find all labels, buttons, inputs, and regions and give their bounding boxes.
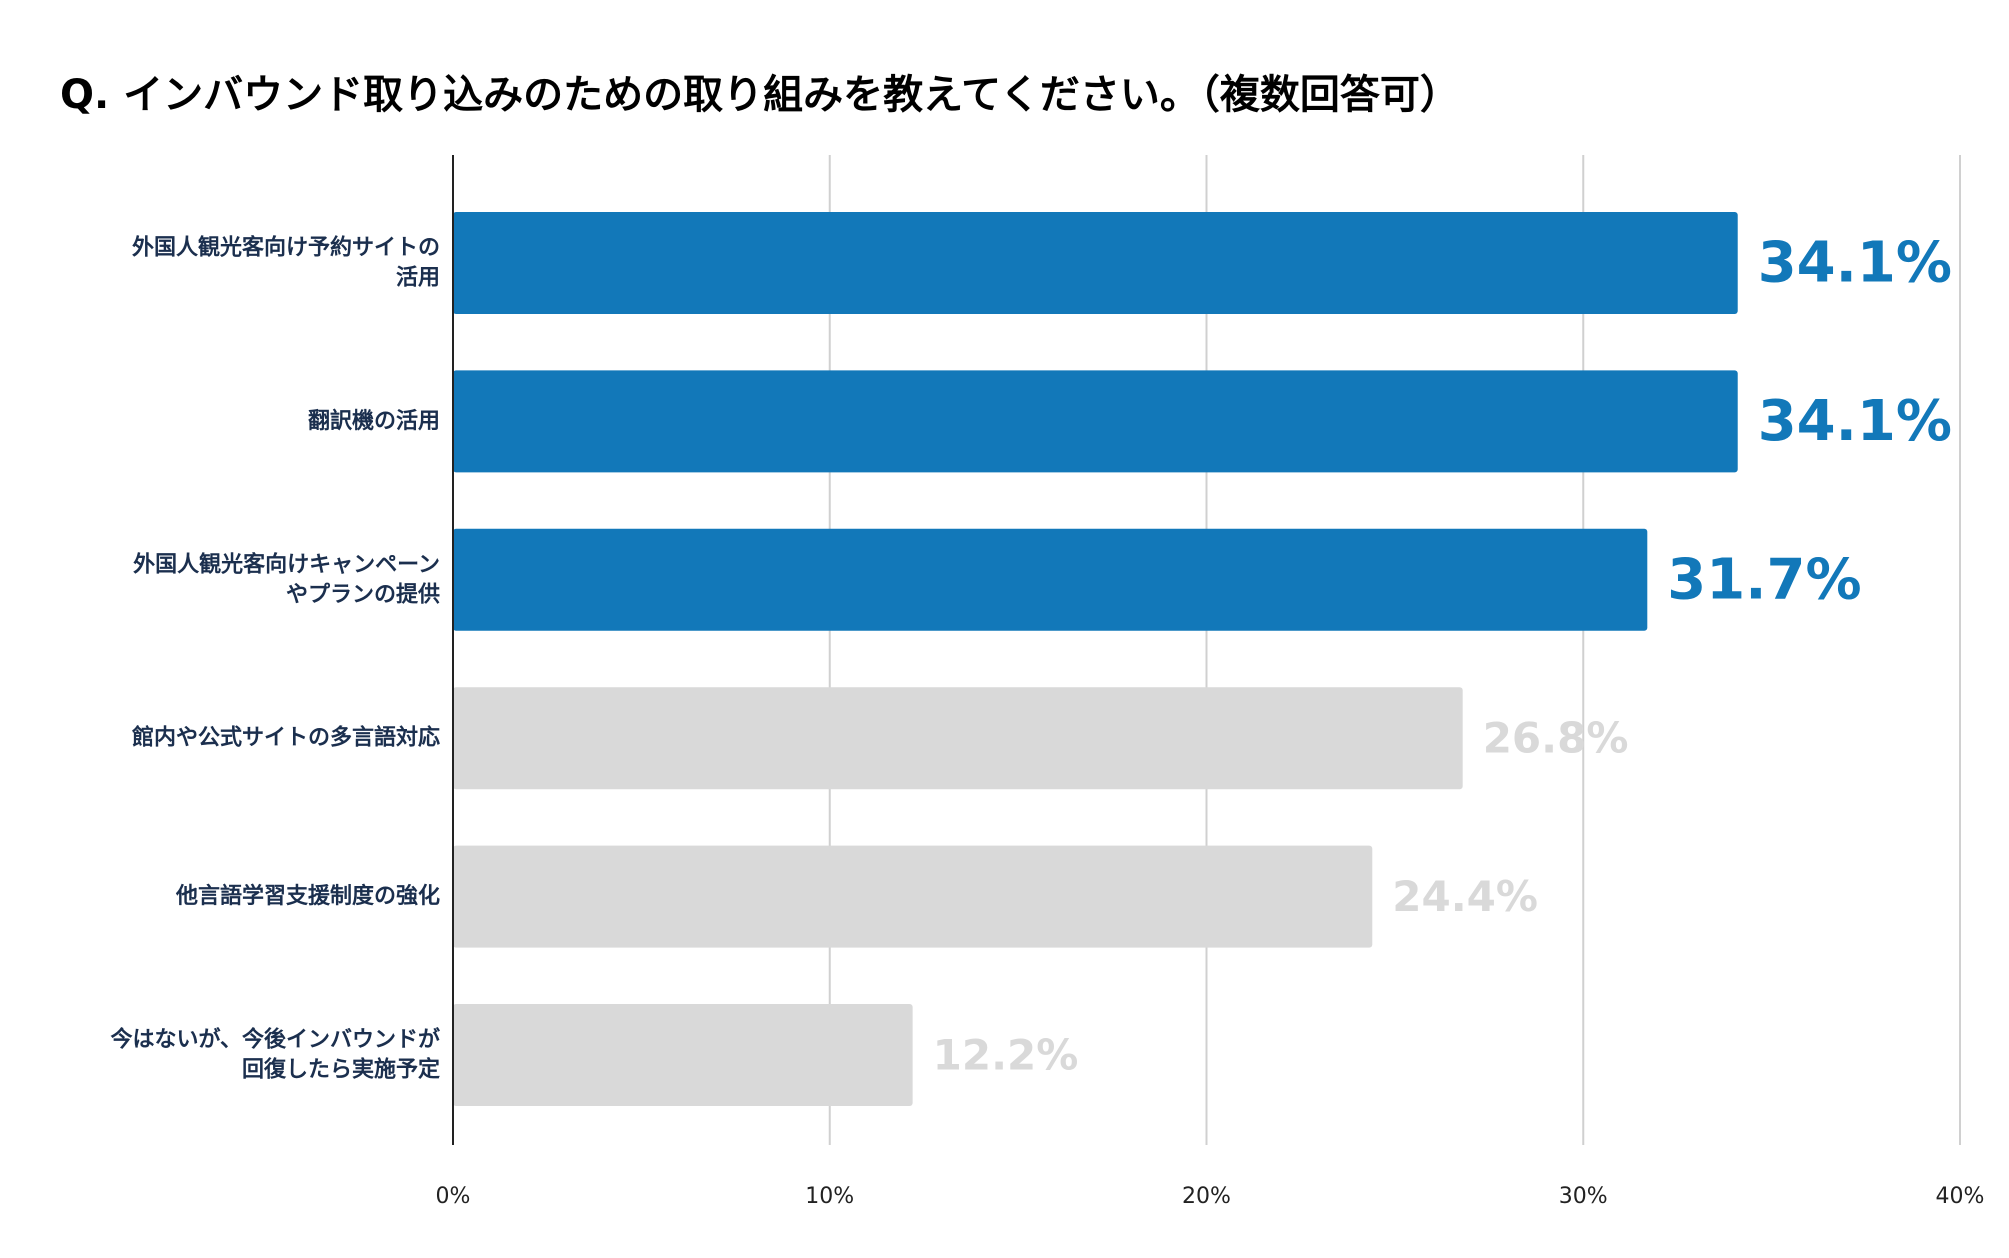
bar <box>453 687 1463 790</box>
value-label: 12.2% <box>933 1031 1079 1080</box>
category-label: 翻訳機の活用 <box>308 408 440 434</box>
bars <box>453 212 1738 1106</box>
x-tick-label: 0% <box>436 1184 471 1209</box>
category-label-line: 他言語学習支援制度の強化 <box>175 883 440 909</box>
x-tick-label: 40% <box>1936 1184 1985 1209</box>
bar <box>453 528 1648 631</box>
category-label: 館内や公式サイトの多言語対応 <box>132 725 440 751</box>
x-tick-label: 10% <box>805 1184 854 1209</box>
category-label-line: 外国人観光客向けキャンペーン <box>133 551 440 577</box>
value-label: 31.7% <box>1667 547 1861 612</box>
category-label-line: 館内や公式サイトの多言語対応 <box>132 725 440 751</box>
bar <box>453 1004 913 1106</box>
category-label-line: 今はないが、今後インバウンドが <box>110 1027 440 1053</box>
category-label-line: 活用 <box>396 266 440 291</box>
x-tick-label: 20% <box>1182 1184 1231 1209</box>
x-tick-label: 30% <box>1559 1184 1608 1209</box>
category-label-line: 外国人観光客向け予約サイトの <box>132 235 440 261</box>
bar <box>453 212 1738 314</box>
value-label: 34.1% <box>1758 389 1952 454</box>
bar <box>453 370 1738 473</box>
category-label: 他言語学習支援制度の強化 <box>175 883 440 909</box>
category-label: 今はないが、今後インバウンドが回復したら実施予定 <box>110 1027 440 1083</box>
bar <box>453 845 1373 948</box>
chart-title: Q. インバウンド取り込みのための取り組みを教えてください。（複数回答可） <box>60 72 1460 118</box>
category-labels: 外国人観光客向け予約サイトの活用翻訳機の活用外国人観光客向けキャンペーンやプラン… <box>110 235 440 1083</box>
value-labels: 34.1% 34.1% 31.7% 26.8% 24.4% 12.2% <box>933 231 1952 1080</box>
category-label-line: 翻訳機の活用 <box>308 408 440 434</box>
value-label: 24.4% <box>1392 872 1538 921</box>
value-label: 34.1% <box>1758 231 1952 296</box>
category-label-line: やプランの提供 <box>286 581 440 607</box>
x-tick-labels: 0% 10% 20% 30% 40% <box>436 1184 1985 1209</box>
category-label-line: 回復したら実施予定 <box>242 1057 440 1083</box>
gridlines <box>828 155 1961 1145</box>
category-label: 外国人観光客向けキャンペーンやプランの提供 <box>133 551 440 607</box>
category-label: 外国人観光客向け予約サイトの活用 <box>132 235 440 291</box>
value-label: 26.8% <box>1483 714 1629 763</box>
